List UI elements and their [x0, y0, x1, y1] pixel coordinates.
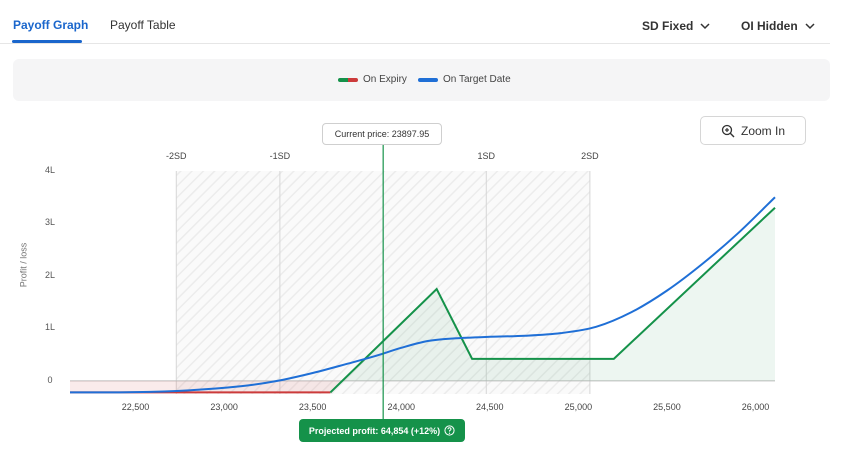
x-tick-label: 26,000 [741, 402, 770, 412]
y-tick-label: 2L [44, 269, 55, 280]
sd-label: -2SD [166, 151, 187, 161]
blue-line-icon [418, 77, 438, 82]
sd-label: -1SD [269, 151, 291, 161]
legend-panel: On Expiry On Target Date [13, 59, 830, 101]
tab-payoff-table[interactable]: Payoff Table [110, 18, 176, 32]
oi-mode-dropdown[interactable]: OI Hidden [741, 19, 816, 33]
zoom-in-button[interactable]: Zoom In [700, 116, 806, 145]
x-tick-label: 23,500 [298, 402, 327, 412]
sd-mode-dropdown[interactable]: SD Fixed [642, 19, 711, 33]
x-tick-label: 25,000 [564, 402, 593, 412]
legend-label: On Expiry [363, 74, 407, 85]
loss-area [70, 380, 343, 393]
x-tick-label: 22,500 [121, 402, 150, 412]
y-tick-label: 0 [47, 374, 53, 385]
legend-label: On Target Date [443, 74, 511, 85]
y-tick-label: 4L [44, 165, 55, 175]
y-axis-label: Profit / loss [18, 242, 29, 288]
chevron-down-icon [700, 23, 710, 30]
x-tick-label: 24,000 [387, 402, 415, 412]
chevron-down-icon [805, 23, 815, 30]
target-date-line [69, 196, 776, 394]
oi-mode-label: OI Hidden [741, 19, 798, 33]
zoom-in-label: Zoom In [740, 123, 785, 138]
tab-payoff-graph[interactable]: Payoff Graph [13, 18, 89, 32]
zoom-in-icon [721, 124, 735, 137]
red-green-line-icon [338, 77, 358, 82]
current-price-tooltip: Current price: 23897.95 [322, 123, 442, 145]
y-tick-label: 3L [44, 217, 55, 228]
x-tick-label: 23,000 [210, 402, 238, 412]
help-icon[interactable] [444, 425, 455, 436]
legend-item-on-expiry[interactable]: On Expiry [338, 74, 407, 85]
active-tab-indicator [12, 40, 82, 43]
x-tick-label: 25,500 [653, 402, 681, 412]
sd-label: 1SD [477, 151, 496, 161]
x-tick-label: 24,500 [476, 402, 504, 412]
projected-profit-label: Projected profit: 64,854 (+12%) [308, 425, 441, 436]
legend-item-on-target-date[interactable]: On Target Date [418, 74, 511, 85]
y-tick-label: 1L [44, 322, 55, 333]
tab-bar: Payoff Graph Payoff Table SD Fixed OI Hi… [0, 0, 830, 44]
sd-label: 2SD [581, 151, 599, 161]
profit-area [342, 207, 775, 381]
sd-mode-label: SD Fixed [642, 19, 694, 33]
projected-profit-badge[interactable]: Projected profit: 64,854 (+12%) [299, 419, 465, 442]
expiry-profit-line [329, 206, 776, 394]
